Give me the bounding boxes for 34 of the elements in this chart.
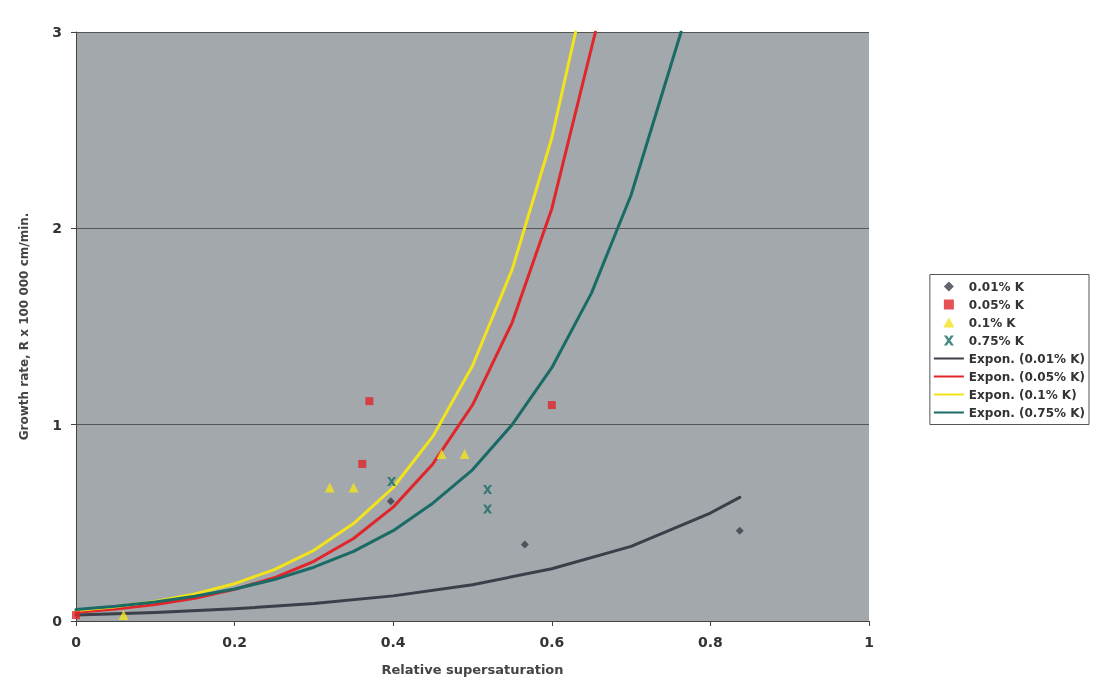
legend-label: 0.05% K xyxy=(968,297,1025,312)
point xyxy=(483,484,493,494)
point xyxy=(387,477,397,487)
point xyxy=(358,459,367,468)
legend-label: 0.01% K xyxy=(968,279,1025,294)
point xyxy=(365,397,374,406)
y-axis-title: Growth rate, R x 100 000 cm/min. xyxy=(17,212,31,441)
point xyxy=(348,482,359,493)
x-axis-title: Relative supersaturation xyxy=(381,662,564,677)
point xyxy=(118,610,129,621)
point xyxy=(459,449,470,460)
legend-label: Expon. (0.1% K) xyxy=(968,387,1077,402)
legend-label: Expon. (0.75% K) xyxy=(968,405,1086,420)
point xyxy=(436,449,447,460)
point xyxy=(520,540,529,549)
point xyxy=(386,497,395,506)
y-tick-label: 3 xyxy=(52,24,62,40)
x-tick-label: 0.4 xyxy=(380,634,406,650)
legend-label: 0.1% K xyxy=(968,315,1017,330)
point xyxy=(547,401,556,410)
legend-label: Expon. (0.05% K) xyxy=(968,369,1086,384)
x-tick-label: 0.8 xyxy=(697,634,723,650)
y-tick-label: 1 xyxy=(52,416,62,433)
legend-label: Expon. (0.01% K) xyxy=(968,351,1086,366)
point xyxy=(483,504,493,514)
y-tick-label: 2 xyxy=(52,220,62,237)
y-tick-label: 0 xyxy=(52,613,63,629)
x-tick-label: 0.6 xyxy=(539,634,565,650)
x-tick-label: 0 xyxy=(71,634,82,650)
x-tick-label: 1 xyxy=(864,634,874,650)
point xyxy=(324,482,335,493)
legend-label: 0.75% K xyxy=(968,333,1025,348)
point xyxy=(735,526,744,535)
x-tick-label: 0.2 xyxy=(222,634,248,650)
